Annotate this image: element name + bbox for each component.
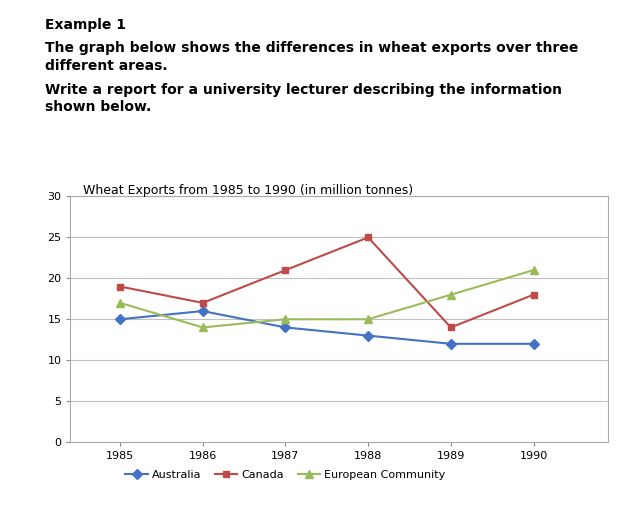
Text: Wheat Exports from 1985 to 1990 (in million tonnes): Wheat Exports from 1985 to 1990 (in mill…	[83, 184, 413, 196]
Text: Write a report for a university lecturer describing the information
shown below.: Write a report for a university lecturer…	[45, 83, 562, 114]
Text: Example 1: Example 1	[45, 18, 126, 32]
Legend: Australia, Canada, European Community: Australia, Canada, European Community	[121, 465, 450, 484]
Text: The graph below shows the differences in wheat exports over three
different area: The graph below shows the differences in…	[45, 41, 578, 73]
